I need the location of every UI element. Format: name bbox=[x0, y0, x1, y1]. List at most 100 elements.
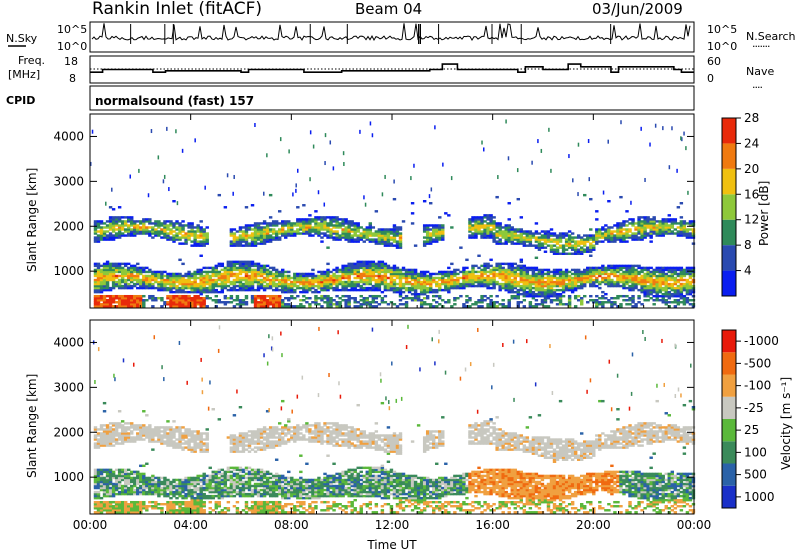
range-gate-cell bbox=[592, 270, 596, 274]
range-gate-cell bbox=[120, 232, 125, 235]
range-gate-cell bbox=[389, 288, 394, 292]
range-gate-cell bbox=[673, 218, 678, 221]
range-gate-cell bbox=[314, 210, 318, 213]
range-gate-cell bbox=[471, 268, 475, 272]
range-gate-cell bbox=[102, 282, 107, 286]
range-gate-cell bbox=[293, 284, 297, 288]
range-gate-cell bbox=[232, 272, 237, 276]
range-gate-cell bbox=[492, 303, 496, 306]
range-gate-cell bbox=[486, 296, 490, 300]
range-gate-cell bbox=[99, 268, 104, 272]
range-gate-cell bbox=[190, 234, 194, 237]
range-gate-cell bbox=[229, 282, 234, 286]
range-gate-cell bbox=[432, 234, 436, 237]
range-gate-cell bbox=[477, 301, 481, 304]
range-gate-cell bbox=[160, 224, 164, 227]
range-gate-cell bbox=[504, 305, 508, 308]
range-gate-cell bbox=[205, 236, 209, 239]
range-gate-cell bbox=[178, 226, 182, 229]
range-gate-cell bbox=[510, 264, 514, 268]
range-gate-cell bbox=[136, 472, 140, 476]
range-gate-cell bbox=[513, 286, 517, 290]
range-gate-cell bbox=[673, 278, 678, 282]
range-gate-cell bbox=[492, 284, 496, 288]
range-gate-cell bbox=[120, 296, 125, 300]
power-ylabel: Slant Range [km] bbox=[25, 168, 39, 272]
range-gate-cell bbox=[435, 284, 439, 288]
range-gate-cell bbox=[374, 296, 379, 300]
range-gate-cell bbox=[265, 272, 270, 276]
range-gate-cell bbox=[377, 238, 382, 241]
range-gate-cell bbox=[492, 222, 496, 225]
range-gate-cell bbox=[543, 299, 548, 302]
range-gate-cell bbox=[428, 274, 433, 278]
range-gate-cell bbox=[102, 270, 107, 274]
range-gate-cell bbox=[691, 272, 696, 276]
range-gate-cell bbox=[480, 270, 484, 274]
range-gate-cell bbox=[422, 286, 427, 290]
range-gate-cell bbox=[175, 305, 179, 308]
range-gate-cell bbox=[302, 305, 306, 308]
range-gate-cell bbox=[365, 238, 369, 241]
range-gate-cell bbox=[492, 272, 496, 276]
range-gate-cell bbox=[504, 274, 508, 278]
range-gate-cell bbox=[682, 234, 687, 237]
range-gate-cell bbox=[241, 266, 246, 270]
range-gate-cell bbox=[483, 278, 487, 282]
range-gate-cell bbox=[326, 278, 330, 282]
range-gate-cell bbox=[151, 272, 155, 276]
range-gate-cell bbox=[392, 284, 397, 288]
range-gate-cell bbox=[468, 278, 472, 282]
range-gate-cell bbox=[244, 230, 249, 233]
range-gate-cell bbox=[519, 280, 524, 284]
range-gate-cell bbox=[102, 432, 107, 435]
range-gate-cell bbox=[199, 288, 203, 292]
range-gate-cell bbox=[323, 234, 327, 237]
range-gate-cell bbox=[558, 246, 563, 249]
range-gate-cell bbox=[151, 294, 155, 298]
range-gate-cell bbox=[504, 232, 508, 235]
range-gate-cell bbox=[643, 276, 647, 280]
range-gate-cell bbox=[510, 284, 514, 288]
range-gate-cell bbox=[389, 244, 394, 247]
range-gate-cell bbox=[96, 284, 101, 288]
range-gate-cell bbox=[108, 474, 113, 478]
range-gate-cell bbox=[190, 290, 194, 294]
range-gate-cell bbox=[133, 282, 137, 286]
range-gate-cell bbox=[256, 224, 261, 227]
range-gate-cell bbox=[471, 220, 475, 223]
range-gate-cell bbox=[688, 228, 693, 231]
range-gate-cell bbox=[555, 276, 560, 280]
range-gate-cell bbox=[154, 220, 158, 223]
range-gate-cell bbox=[274, 299, 279, 302]
range-gate-cell bbox=[126, 272, 131, 276]
range-gate-cell bbox=[235, 294, 240, 298]
range-gate-cell bbox=[386, 270, 391, 274]
range-gate-cell bbox=[350, 224, 354, 227]
range-gate-cell bbox=[350, 238, 354, 241]
range-gate-cell bbox=[126, 436, 131, 439]
range-gate-cell bbox=[123, 301, 128, 304]
range-gate-cell bbox=[625, 268, 629, 272]
range-gate-cell bbox=[99, 488, 104, 492]
range-gate-cell bbox=[281, 232, 285, 235]
range-gate-cell bbox=[262, 294, 267, 298]
range-gate-cell bbox=[299, 290, 303, 294]
range-gate-cell bbox=[546, 232, 551, 235]
range-gate-cell bbox=[117, 216, 122, 219]
range-gate-cell bbox=[235, 238, 240, 241]
range-gate-cell bbox=[139, 492, 143, 496]
range-gate-cell bbox=[495, 274, 499, 278]
range-gate-cell bbox=[555, 284, 560, 288]
range-gate-cell bbox=[293, 274, 297, 278]
range-gate-cell bbox=[326, 228, 330, 231]
range-gate-cell bbox=[136, 502, 140, 506]
range-gate-cell bbox=[522, 270, 527, 274]
range-gate-cell bbox=[468, 228, 472, 231]
range-gate-cell bbox=[356, 262, 360, 266]
range-gate-cell bbox=[646, 294, 650, 298]
range-gate-cell bbox=[380, 262, 385, 266]
range-gate-cell bbox=[256, 238, 261, 241]
range-gate-cell bbox=[99, 270, 104, 274]
range-gate-cell bbox=[93, 505, 98, 508]
